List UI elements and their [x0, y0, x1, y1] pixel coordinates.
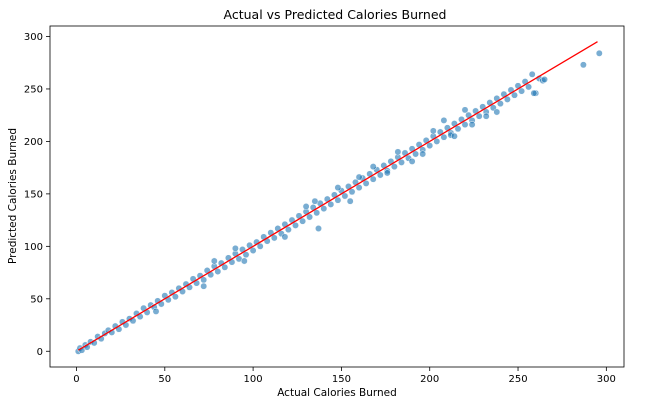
x-axis: 0 50 100 150 200 250 300	[73, 367, 616, 385]
x-tick-label: 0	[73, 374, 79, 385]
x-tick-label: 150	[332, 374, 351, 385]
data-point	[292, 221, 299, 229]
data-point	[496, 100, 504, 108]
data-point	[284, 226, 292, 234]
data-point	[408, 157, 416, 165]
data-point	[383, 169, 391, 177]
data-point	[461, 106, 469, 114]
data-point	[256, 242, 264, 250]
data-point	[433, 137, 441, 145]
scatter-points	[74, 49, 603, 355]
data-point	[311, 197, 319, 205]
x-tick-label: 300	[597, 374, 616, 385]
data-point	[313, 209, 321, 217]
x-tick-label: 250	[508, 374, 527, 385]
data-point	[210, 257, 218, 265]
y-tick-label: 250	[24, 84, 43, 95]
data-point	[595, 49, 603, 57]
data-point	[231, 244, 239, 252]
y-axis: 0 50 100 150 200 250 300	[24, 32, 50, 358]
y-tick-label: 100	[24, 242, 43, 253]
y-tick-label: 150	[24, 189, 43, 200]
chart-title: Actual vs Predicted Calories Burned	[224, 7, 447, 22]
data-point	[200, 282, 208, 290]
data-point	[315, 225, 322, 232]
data-point	[299, 217, 307, 225]
data-point	[249, 247, 257, 254]
data-point	[398, 158, 405, 166]
data-point	[171, 293, 179, 301]
data-point	[362, 179, 370, 187]
data-point	[579, 61, 587, 69]
data-point	[334, 184, 342, 192]
data-point	[440, 133, 448, 141]
data-point	[242, 251, 250, 259]
x-tick-label: 50	[158, 374, 171, 385]
data-point	[454, 125, 462, 133]
data-point	[355, 184, 363, 192]
data-point	[346, 197, 354, 205]
data-point	[482, 112, 490, 120]
data-point	[412, 150, 420, 158]
data-point	[341, 192, 349, 200]
data-point	[528, 70, 536, 78]
data-point	[541, 76, 548, 83]
data-point	[429, 127, 437, 135]
x-tick-label: 100	[244, 374, 263, 385]
data-point	[440, 116, 448, 124]
data-point	[214, 268, 222, 275]
data-point	[468, 121, 476, 129]
data-point	[394, 148, 402, 156]
data-point	[426, 142, 434, 150]
data-point	[390, 163, 398, 171]
y-axis-label: Predicted Calories Burned	[7, 128, 19, 264]
data-point	[376, 171, 384, 179]
data-point	[518, 87, 526, 95]
data-point	[240, 257, 248, 265]
data-point	[302, 203, 310, 210]
data-point	[503, 95, 511, 103]
data-point	[525, 83, 533, 91]
data-point	[461, 121, 469, 129]
data-point	[334, 196, 342, 204]
data-point	[306, 213, 314, 221]
data-point	[511, 91, 518, 99]
data-point	[270, 234, 278, 242]
data-point	[281, 233, 289, 241]
data-point	[320, 205, 328, 213]
reference-line	[77, 41, 598, 351]
x-tick-label: 200	[420, 374, 439, 385]
x-axis-label: Actual Calories Burned	[277, 387, 397, 399]
y-tick-label: 50	[30, 294, 43, 305]
y-tick-label: 300	[24, 32, 43, 43]
data-point	[221, 263, 229, 271]
data-point	[348, 188, 356, 196]
data-point	[419, 150, 427, 158]
data-point	[152, 307, 160, 315]
y-tick-label: 0	[37, 347, 43, 358]
data-point	[355, 173, 363, 181]
data-point	[369, 163, 377, 171]
data-point	[369, 175, 377, 183]
y-tick-label: 200	[24, 137, 43, 148]
data-point	[475, 112, 483, 120]
plot-frame	[49, 25, 625, 368]
data-point	[327, 200, 335, 208]
data-point	[493, 108, 501, 116]
data-point	[450, 132, 458, 140]
data-point	[530, 89, 538, 97]
